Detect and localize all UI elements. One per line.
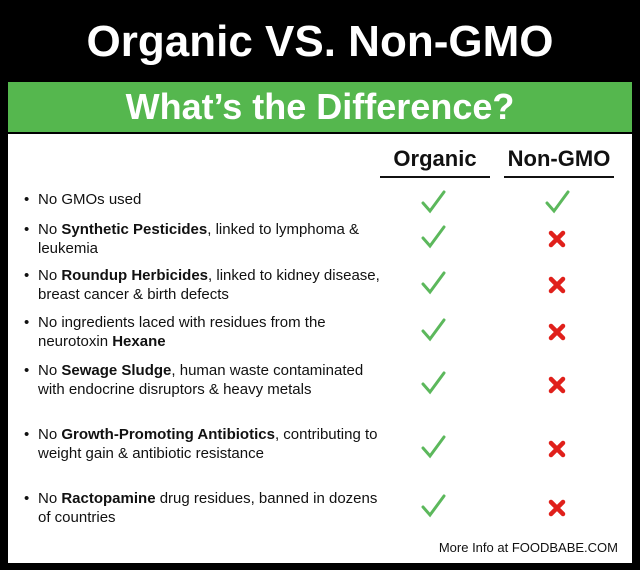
x-mark bbox=[548, 499, 566, 517]
text-part: Hexane bbox=[112, 333, 166, 350]
check-mark bbox=[545, 190, 570, 214]
text-part: , human waste contaminated with endocrin… bbox=[38, 362, 364, 398]
check-mark bbox=[421, 371, 446, 395]
x-path bbox=[548, 376, 566, 394]
subtitle: What’s the Difference? bbox=[8, 82, 632, 132]
x-mark bbox=[548, 440, 566, 458]
text-part: , linked to kidney disease, breast cance… bbox=[38, 267, 380, 303]
text-part: No bbox=[38, 362, 62, 379]
x-mark bbox=[548, 376, 566, 394]
check-path bbox=[421, 225, 446, 249]
row-text: No Ractopamine drug residues, banned in … bbox=[38, 489, 383, 527]
comparison-table: Organic Non-GMO More Info at FOODBABE.CO… bbox=[8, 134, 632, 563]
row-text: No Synthetic Pesticides, linked to lymph… bbox=[38, 220, 383, 258]
column-header: Non-GMO bbox=[504, 146, 614, 178]
text-part: Synthetic Pesticides bbox=[61, 221, 208, 238]
bullet: • bbox=[24, 362, 30, 379]
check-mark bbox=[421, 271, 446, 295]
text-part: Sewage Sludge bbox=[61, 362, 172, 379]
column-header: Organic bbox=[380, 146, 490, 178]
footer: More Info at FOODBABE.COM bbox=[438, 540, 618, 555]
text-part: No bbox=[38, 426, 62, 443]
bullet: • bbox=[24, 221, 30, 238]
text-part: Roundup Herbicides bbox=[61, 267, 209, 284]
text-part: No ingredients laced with residues from … bbox=[38, 314, 326, 350]
x-mark bbox=[548, 276, 566, 294]
x-path bbox=[548, 276, 566, 294]
check-path bbox=[421, 435, 446, 459]
bullet: • bbox=[24, 314, 30, 331]
text-part: , contributing to weight gain & antibiot… bbox=[38, 426, 378, 462]
x-path bbox=[548, 499, 566, 517]
row-text: No GMOs used bbox=[38, 190, 383, 209]
text-part: No bbox=[38, 490, 62, 507]
check-mark bbox=[421, 494, 446, 518]
check-mark bbox=[421, 318, 446, 342]
x-mark bbox=[548, 230, 566, 248]
check-path bbox=[545, 190, 570, 214]
x-path bbox=[548, 323, 566, 341]
bullet: • bbox=[24, 490, 30, 507]
row-text: No Roundup Herbicides, linked to kidney … bbox=[38, 266, 383, 304]
check-mark bbox=[421, 190, 446, 214]
row-text: No Sewage Sludge, human waste contaminat… bbox=[38, 361, 383, 399]
check-path bbox=[421, 318, 446, 342]
x-mark bbox=[548, 323, 566, 341]
text-part: No bbox=[38, 221, 62, 238]
bullet: • bbox=[24, 267, 30, 284]
check-mark bbox=[421, 225, 446, 249]
text-part: Growth-Promoting Antibiotics bbox=[61, 426, 275, 443]
check-path bbox=[421, 190, 446, 214]
check-path bbox=[421, 494, 446, 518]
text-part: No GMOs used bbox=[38, 191, 142, 208]
x-path bbox=[548, 440, 566, 458]
row-text: No Growth-Promoting Antibiotics, contrib… bbox=[38, 425, 383, 463]
text-part: drug residues, banned in dozens of count… bbox=[38, 490, 378, 526]
bullet: • bbox=[24, 426, 30, 443]
x-path bbox=[548, 230, 566, 248]
title: Organic VS. Non-GMO bbox=[86, 17, 554, 66]
check-path bbox=[421, 271, 446, 295]
text-part: Ractopamine bbox=[61, 490, 156, 507]
text-part: No bbox=[38, 267, 62, 284]
bullet: • bbox=[24, 191, 30, 208]
text-part: , linked to lymphoma & leukemia bbox=[38, 221, 359, 257]
check-mark bbox=[421, 435, 446, 459]
check-path bbox=[421, 371, 446, 395]
row-text: No ingredients laced with residues from … bbox=[38, 313, 383, 351]
